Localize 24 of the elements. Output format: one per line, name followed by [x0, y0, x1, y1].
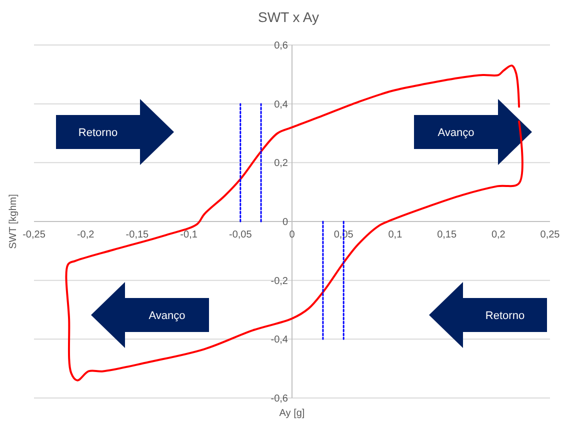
x-tick-label: 0,2: [491, 230, 506, 240]
y-tick-label: -0,4: [270, 334, 288, 346]
x-tick-label: -0,25: [22, 230, 46, 240]
annotation: Avanço: [438, 126, 474, 139]
x-axis-title: Ay [g]: [279, 408, 305, 419]
y-tick-label: 0: [282, 217, 288, 228]
y-tick-label: 0,6: [274, 40, 288, 52]
annotation: Retorno: [485, 310, 525, 322]
x-tick-label: 0,15: [437, 230, 457, 240]
y-tick-label: -0,6: [270, 394, 288, 404]
x-tick-label: -0,1: [180, 230, 198, 240]
y-axis-title: SWT [kghm]: [8, 194, 19, 249]
annotation: Avanço: [148, 310, 186, 322]
x-tick-label: -0,05: [229, 230, 252, 240]
x-tick-label: -0,15: [126, 230, 150, 240]
y-tick-label: 0,2: [274, 158, 288, 170]
x-tick-label: -0,2: [76, 230, 95, 240]
y-tick-label: 0,4: [274, 99, 288, 110]
x-tick-label: 0,1: [388, 230, 403, 240]
chart-title: SWT x Ay: [258, 9, 319, 25]
y-tick-label: -0,2: [270, 276, 288, 287]
annotation: Retorno: [78, 126, 118, 139]
x-tick-label: 0: [289, 230, 296, 240]
x-tick-label: 0,25: [540, 230, 560, 240]
